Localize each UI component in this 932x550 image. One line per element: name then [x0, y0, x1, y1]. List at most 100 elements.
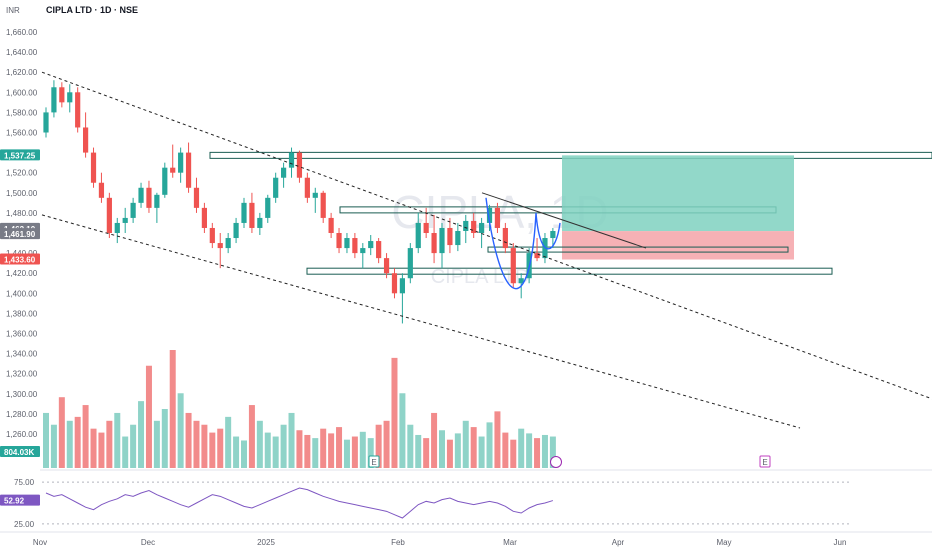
- candle-body[interactable]: [502, 227, 508, 249]
- trend-line[interactable]: [481, 192, 647, 249]
- candle-body[interactable]: [352, 238, 358, 254]
- candle-body[interactable]: [415, 222, 421, 249]
- candle-body[interactable]: [431, 233, 437, 254]
- candle-body[interactable]: [368, 241, 374, 249]
- candle-body[interactable]: [241, 202, 247, 223]
- target-price-badge: [0, 149, 40, 161]
- price-tick-label: 1,360.00: [6, 330, 38, 339]
- volume-bar: [201, 424, 208, 468]
- candle-body[interactable]: [98, 182, 105, 198]
- candle-body[interactable]: [439, 227, 445, 254]
- candle-body[interactable]: [320, 192, 326, 218]
- earnings-event-icon[interactable]: [368, 455, 380, 468]
- rsi-line[interactable]: [45, 487, 554, 519]
- volume-bar: [130, 424, 137, 468]
- earnings-event-icon[interactable]: [759, 455, 771, 468]
- candle-body[interactable]: [312, 192, 318, 198]
- volume-bar: [549, 436, 556, 468]
- candle-body[interactable]: [249, 202, 255, 228]
- volume-bar: [193, 420, 200, 468]
- candle-body[interactable]: [486, 207, 493, 223]
- candle-body[interactable]: [154, 194, 160, 208]
- candle-body[interactable]: [106, 197, 112, 233]
- candle-body[interactable]: [494, 207, 501, 228]
- candle-body[interactable]: [162, 167, 168, 195]
- volume-bar: [439, 430, 445, 468]
- candle-body[interactable]: [360, 248, 366, 254]
- candle-body[interactable]: [447, 227, 453, 246]
- candle-body[interactable]: [185, 152, 192, 188]
- candle-body[interactable]: [67, 92, 73, 103]
- candle-body[interactable]: [336, 233, 342, 249]
- volume-bar: [446, 439, 453, 468]
- stop-zone[interactable]: [562, 231, 794, 260]
- volume-bar: [336, 427, 343, 468]
- candle-body[interactable]: [122, 217, 128, 223]
- candle-body[interactable]: [233, 222, 239, 239]
- candle-body[interactable]: [59, 87, 65, 103]
- candle-body[interactable]: [83, 127, 89, 153]
- rsi-value-label: 52.92: [4, 497, 25, 506]
- price-tick-label: 1,640.00: [6, 48, 38, 57]
- volume-bar: [58, 397, 65, 468]
- volume-bar: [541, 434, 548, 468]
- candle-body[interactable]: [90, 152, 97, 183]
- candle-body[interactable]: [257, 217, 263, 228]
- candle-body[interactable]: [51, 87, 57, 113]
- candle-body[interactable]: [193, 187, 200, 208]
- cup-and-handle-curve[interactable]: [485, 197, 561, 290]
- candle-body[interactable]: [130, 202, 136, 218]
- candle-body[interactable]: [225, 238, 231, 249]
- volume-bar: [138, 401, 145, 468]
- candle-body[interactable]: [178, 152, 184, 173]
- volume-bar: [534, 438, 541, 468]
- candle-body[interactable]: [328, 217, 334, 233]
- target-zone[interactable]: [562, 155, 794, 232]
- candle-body[interactable]: [201, 207, 207, 228]
- volume-bar: [209, 432, 216, 468]
- lower-channel-line[interactable]: [41, 214, 801, 429]
- volume-bar: [510, 439, 517, 468]
- candle-body[interactable]: [281, 167, 287, 178]
- candle-body[interactable]: [209, 227, 215, 244]
- candle-body[interactable]: [399, 278, 405, 294]
- candle-body[interactable]: [217, 243, 223, 249]
- entry-zone[interactable]: [487, 246, 789, 253]
- candle-body[interactable]: [376, 241, 382, 259]
- volume-bar: [153, 420, 160, 468]
- candle-body[interactable]: [550, 230, 556, 239]
- candle-body[interactable]: [304, 177, 310, 198]
- candle-body[interactable]: [510, 248, 516, 284]
- candle-body[interactable]: [391, 273, 398, 294]
- candle-body[interactable]: [146, 187, 152, 208]
- candle-body[interactable]: [383, 258, 390, 274]
- candle-body[interactable]: [75, 92, 81, 128]
- entry-price-label: 1,461.90: [4, 230, 36, 239]
- upper-channel-line[interactable]: [41, 71, 932, 400]
- time-tick-label: Jun: [834, 538, 847, 547]
- candle-body[interactable]: [534, 253, 540, 259]
- lightning-alert-icon[interactable]: [550, 456, 562, 468]
- horizontal-zone-2[interactable]: [306, 267, 833, 275]
- candle-body[interactable]: [288, 152, 295, 168]
- candle-body[interactable]: [296, 152, 303, 178]
- candle-body[interactable]: [479, 222, 485, 233]
- candle-body[interactable]: [170, 167, 176, 173]
- time-tick-label: May: [716, 538, 731, 547]
- candle-body[interactable]: [43, 112, 49, 133]
- candle-body[interactable]: [463, 220, 469, 231]
- candle-body[interactable]: [423, 222, 429, 233]
- candle-body[interactable]: [518, 278, 524, 284]
- volume-bar: [185, 412, 192, 468]
- candle-body[interactable]: [273, 177, 279, 198]
- candle-body[interactable]: [344, 238, 350, 249]
- candle-body[interactable]: [455, 230, 461, 246]
- volume-bar: [280, 424, 287, 468]
- candle-body[interactable]: [407, 248, 413, 279]
- candle-body[interactable]: [114, 222, 120, 233]
- candle-body[interactable]: [265, 197, 271, 218]
- candle-body[interactable]: [138, 187, 144, 203]
- price-tick-label: 1,280.00: [6, 410, 38, 419]
- candle-body[interactable]: [471, 220, 477, 233]
